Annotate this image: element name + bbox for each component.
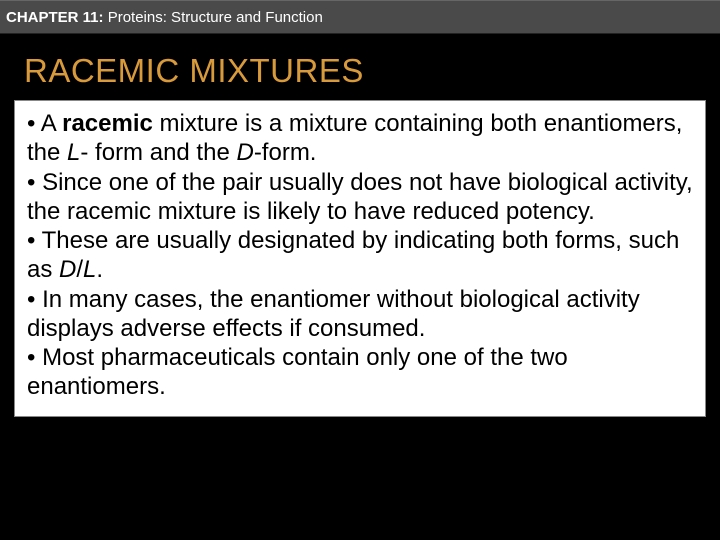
page-title: RACEMIC MIXTURES — [24, 52, 696, 90]
title-area: RACEMIC MIXTURES — [0, 34, 720, 100]
bullet-line: • Since one of the pair usually does not… — [27, 168, 693, 227]
bullet-line: • These are usually designated by indica… — [27, 226, 693, 285]
chapter-title: Proteins: Structure and Function — [104, 9, 323, 26]
bullet-line: • In many cases, the enantiomer without … — [27, 285, 693, 344]
content-body: • A racemic mixture is a mixture contain… — [27, 109, 693, 402]
content-box: • A racemic mixture is a mixture contain… — [14, 100, 706, 417]
bullet-line: • Most pharmaceuticals contain only one … — [27, 343, 693, 402]
chapter-number: CHAPTER 11: — [6, 9, 104, 26]
chapter-header: CHAPTER 11: Proteins: Structure and Func… — [0, 0, 720, 34]
bullet-line: • A racemic mixture is a mixture contain… — [27, 109, 693, 168]
chapter-label: CHAPTER 11: Proteins: Structure and Func… — [6, 9, 323, 26]
